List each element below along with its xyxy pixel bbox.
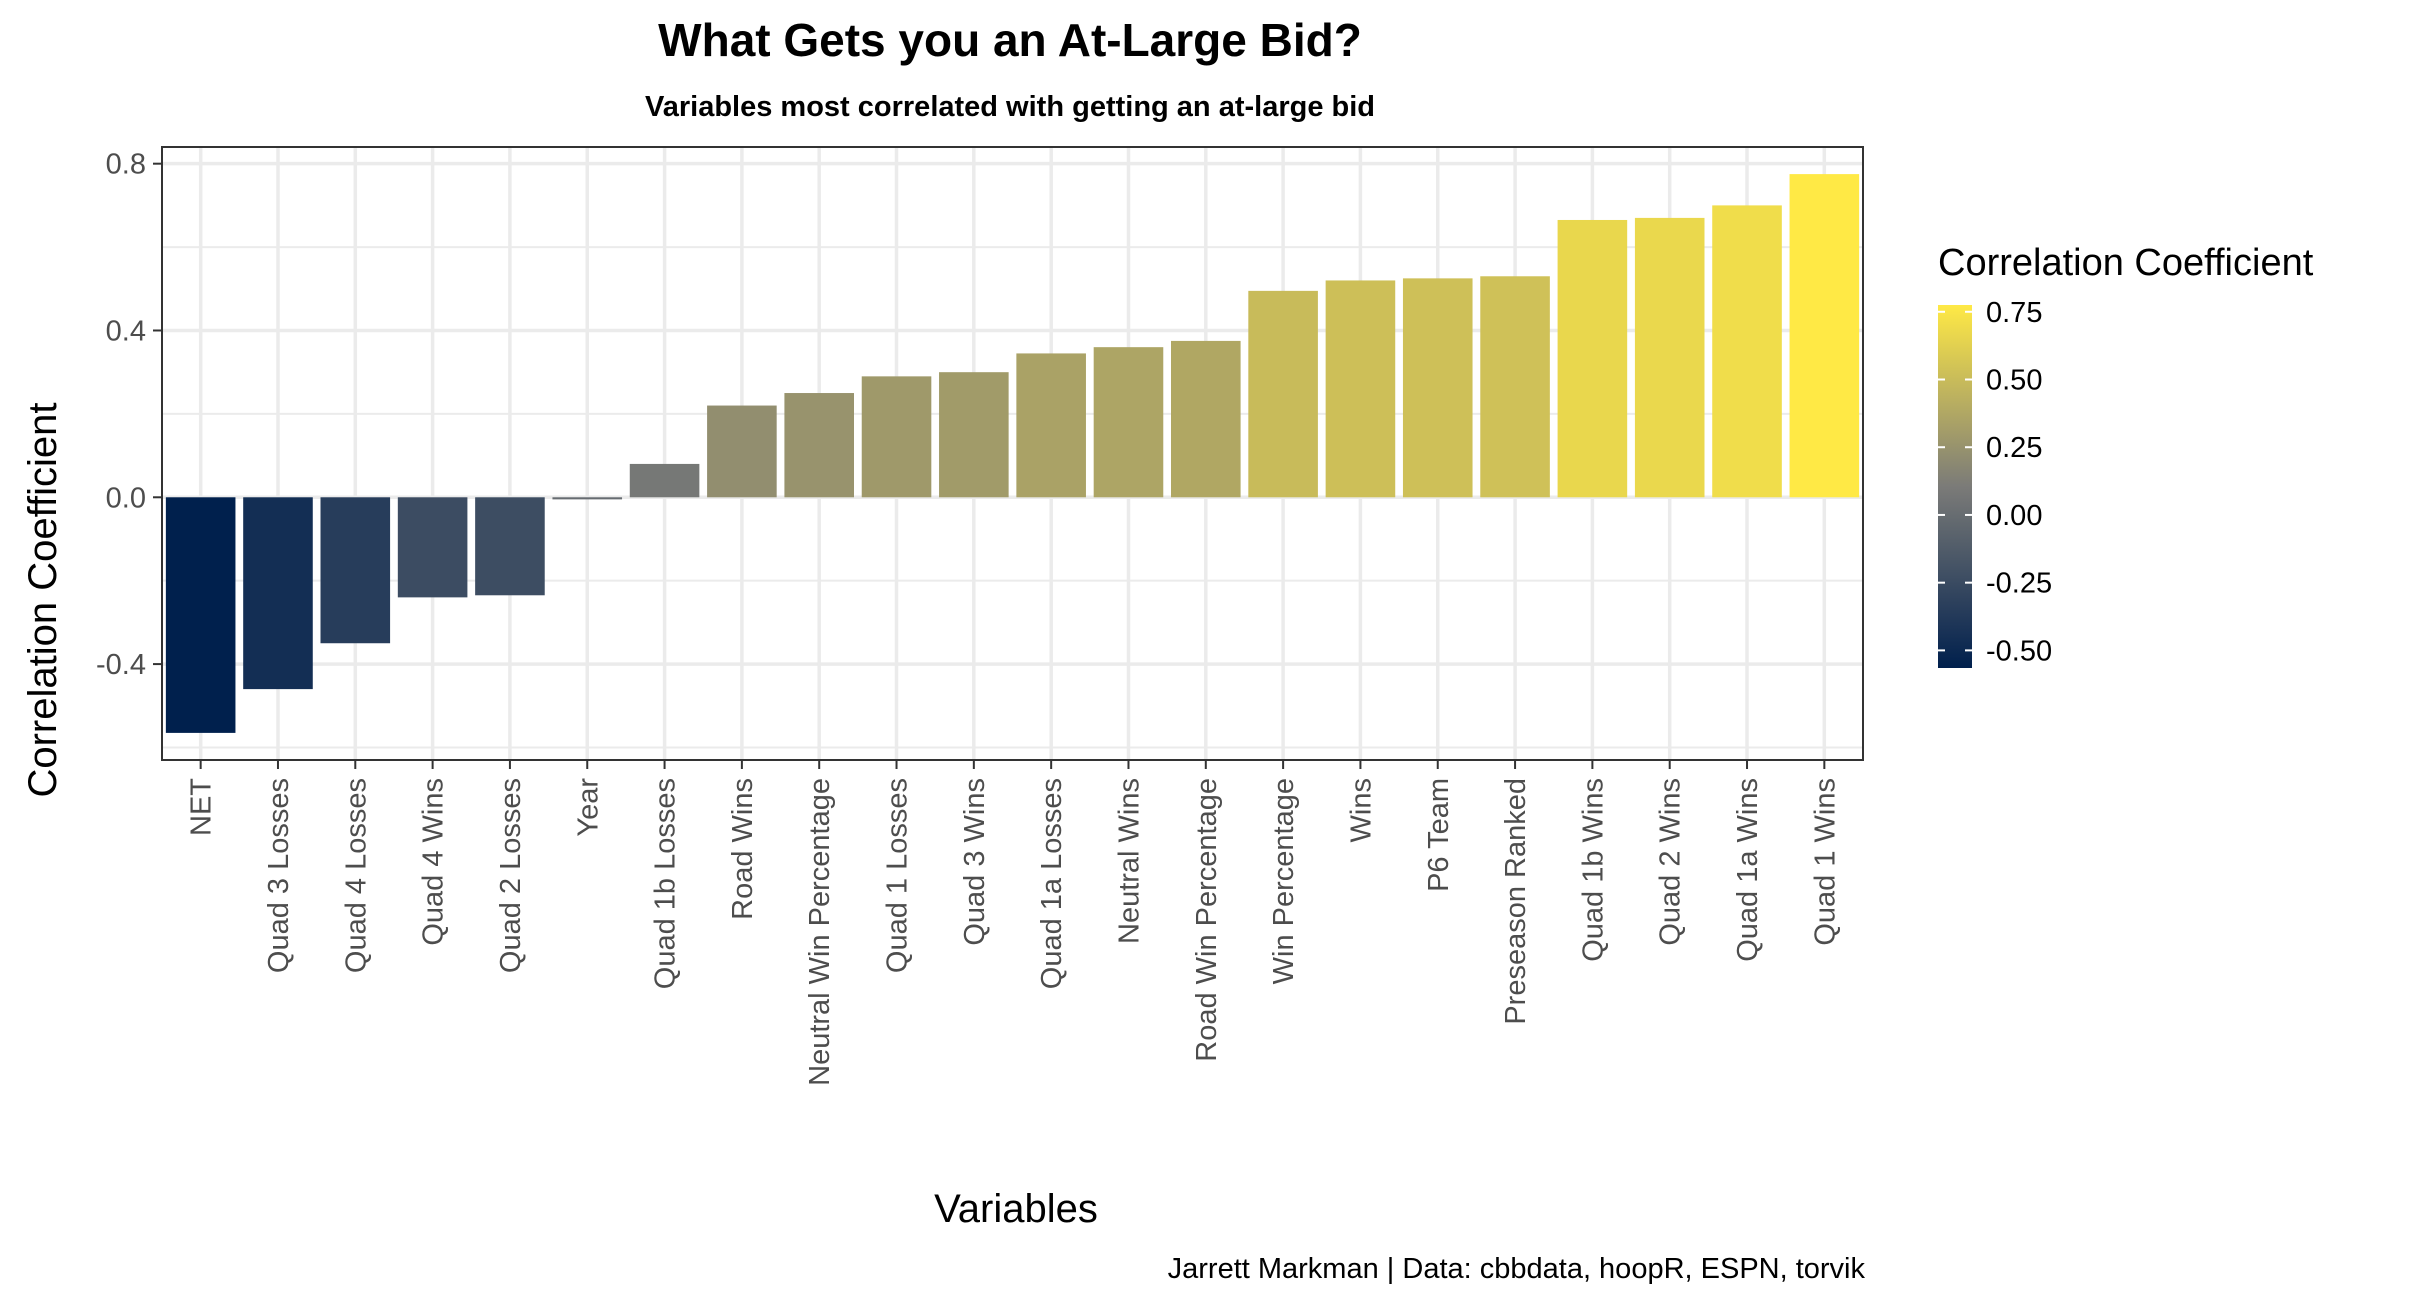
bar <box>784 393 854 498</box>
bar <box>475 497 545 596</box>
x-tick-label: Neutral Win Percentage <box>804 778 836 1086</box>
bar <box>1634 217 1705 498</box>
x-tick-label: Win Percentage <box>1268 778 1300 984</box>
x-tick-label: Quad 2 Losses <box>495 778 527 973</box>
legend-title: Correlation Coefficient <box>1938 242 2314 284</box>
chart-title: What Gets you an At-Large Bid? <box>658 14 1362 66</box>
x-tick-label: Quad 2 Wins <box>1655 778 1687 946</box>
x-tick-label: Quad 1a Wins <box>1732 778 1764 962</box>
x-tick-label: NET <box>186 778 218 836</box>
legend-label: 0.25 <box>1986 432 2042 464</box>
bar <box>1325 280 1396 498</box>
x-tick-label: Neutral Wins <box>1113 778 1145 944</box>
bar <box>1712 205 1782 498</box>
bar <box>1248 290 1318 498</box>
x-tick-label: Quad 4 Losses <box>340 778 372 973</box>
legend-label: 0.00 <box>1986 500 2042 532</box>
x-tick-label: Quad 1a Losses <box>1036 778 1068 989</box>
y-tick-label: 0.4 <box>106 315 146 347</box>
chart-subtitle: Variables most correlated with getting a… <box>645 91 1375 123</box>
legend-colorbar <box>1938 305 1972 668</box>
bar <box>397 497 468 598</box>
bar <box>861 376 932 498</box>
bar <box>1016 353 1086 498</box>
x-tick-label: P6 Team <box>1423 778 1455 892</box>
bar <box>165 497 236 733</box>
bar <box>1789 174 1860 498</box>
x-tick-label: Quad 1 Wins <box>1809 778 1841 946</box>
y-axis-title: Correlation Coefficient <box>21 402 65 797</box>
legend-label: -0.25 <box>1986 568 2052 600</box>
legend: Correlation Coefficient 0.75 0.50 0.25 0.00… <box>1938 242 2314 668</box>
bars <box>165 174 1860 733</box>
y-tick-label: 0.8 <box>106 149 146 181</box>
x-tick-label: Year <box>572 778 604 837</box>
bar <box>629 463 700 498</box>
bar <box>552 497 623 500</box>
x-tick-label: Quad 4 Wins <box>418 778 450 946</box>
chart-caption: Jarrett Markman | Data: cbbdata, hoopR, … <box>1168 1253 1866 1285</box>
bar <box>1480 276 1550 498</box>
bar <box>707 405 777 498</box>
y-tick-label: -0.4 <box>96 649 146 681</box>
x-tick-label: Road Win Percentage <box>1191 778 1223 1062</box>
bar <box>320 497 391 644</box>
plot-panel <box>161 146 1864 761</box>
axes: -0.4 0.0 0.4 0.8 NET Quad 3 Losses Quad 4 Loss… <box>96 149 1841 1086</box>
x-tick-label: Preseason Ranked <box>1500 778 1532 1025</box>
bar <box>1171 340 1241 498</box>
bar <box>1402 278 1473 498</box>
y-tick-label: 0.0 <box>106 482 146 514</box>
bar <box>1557 219 1628 498</box>
bar <box>939 372 1009 498</box>
x-axis-title: Variables <box>934 1187 1098 1231</box>
x-tick-label: Quad 3 Wins <box>959 778 991 946</box>
legend-label: -0.50 <box>1986 635 2052 667</box>
x-tick-label: Quad 3 Losses <box>263 778 295 973</box>
x-tick-label: Quad 1b Losses <box>650 778 682 989</box>
x-tick-label: Road Wins <box>727 778 759 920</box>
bar <box>243 497 313 690</box>
x-tick-label: Wins <box>1345 778 1377 842</box>
legend-label: 0.50 <box>1986 364 2042 396</box>
x-tick-label: Quad 1b Wins <box>1577 778 1609 962</box>
x-tick-label: Quad 1 Losses <box>882 778 914 973</box>
legend-label: 0.75 <box>1986 297 2042 329</box>
bar <box>1093 347 1164 498</box>
